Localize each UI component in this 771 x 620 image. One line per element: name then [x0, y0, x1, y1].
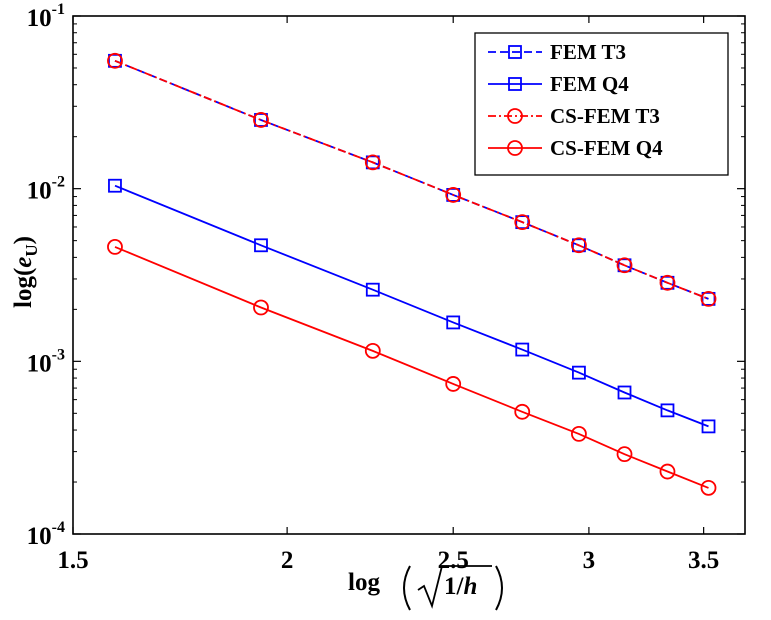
x-axis-label: log 1/h — [348, 565, 503, 611]
data-point-fem-q4 — [515, 342, 530, 357]
data-point-fem-q4 — [365, 282, 380, 297]
legend-marker — [508, 77, 522, 91]
plot-frame — [72, 15, 746, 535]
data-point-cs-fem-q4 — [364, 342, 381, 359]
y-tick-exponent: -4 — [52, 519, 65, 536]
x-tick-label: 3.5 — [688, 547, 719, 574]
x-label-left-paren — [403, 565, 411, 611]
y-axis-label: log(eU) — [10, 236, 41, 308]
series-fem-q4 — [108, 178, 716, 434]
legend-label: CS-FEM Q4 — [550, 136, 663, 160]
legend-entry-fem-t3: FEM T3 — [488, 40, 626, 64]
legend-box — [474, 32, 729, 176]
y-tick-label: 10-4 — [27, 519, 65, 550]
legend: FEM T3 FEM Q4 CS-FEM T3 CS-FEM Q4 — [474, 32, 729, 176]
legend-marker — [507, 140, 523, 156]
data-point-cs-fem-t3 — [700, 290, 717, 307]
data-point-fem-q4 — [108, 178, 122, 193]
y-tick-base: 10 — [27, 5, 52, 32]
legend-entry-fem-q4: FEM Q4 — [488, 72, 629, 96]
y-tick-exponent: -1 — [52, 1, 65, 18]
data-point-fem-t3 — [446, 188, 461, 202]
legend-label: FEM T3 — [550, 40, 626, 64]
data-point-cs-fem-q4 — [616, 446, 633, 463]
x-tick-label: 2.5 — [438, 547, 469, 574]
data-point-fem-q4 — [446, 315, 461, 330]
data-point-fem-t3 — [660, 275, 675, 290]
legend-label: CS-FEM T3 — [550, 104, 660, 128]
x-label-radical — [417, 565, 492, 609]
y-label-sub: U — [22, 244, 41, 256]
series-line-fem-q4 — [114, 184, 709, 428]
series-line-cs-fem-t3 — [114, 59, 709, 300]
legend-marker — [507, 108, 523, 124]
y-tick-base: 10 — [27, 178, 52, 205]
data-point-cs-fem-q4 — [445, 376, 462, 392]
legend-entry-cs-fem-t3: CS-FEM T3 — [488, 104, 660, 128]
data-point-cs-fem-q4 — [107, 238, 123, 255]
data-point-cs-fem-t3 — [253, 112, 269, 128]
data-point-fem-t3 — [515, 215, 530, 230]
legend-marker — [508, 45, 522, 59]
y-tick-exponent: -2 — [52, 174, 65, 191]
data-point-cs-fem-q4 — [514, 403, 531, 420]
data-point-fem-t3 — [572, 238, 586, 253]
x-tick-label: 3 — [583, 547, 596, 574]
series-line-cs-fem-q4 — [114, 246, 709, 489]
data-point-fem-t3 — [617, 258, 632, 273]
y-tick-base: 10 — [27, 350, 52, 377]
data-point-cs-fem-t3 — [107, 52, 123, 69]
data-point-cs-fem-q4 — [700, 479, 717, 496]
y-label-var: e — [10, 257, 37, 268]
y-tick-exponent: -3 — [52, 346, 65, 363]
data-point-cs-fem-q4 — [253, 299, 269, 316]
x-tick-label: 1.5 — [57, 547, 88, 574]
data-point-fem-q4 — [660, 403, 675, 418]
data-point-fem-q4 — [572, 365, 586, 380]
data-point-fem-t3 — [365, 155, 380, 170]
data-point-fem-t3 — [108, 53, 122, 68]
series-cs-fem-q4 — [107, 238, 717, 496]
data-point-cs-fem-t3 — [616, 257, 633, 274]
x-label-prefix: log — [348, 569, 380, 596]
data-point-cs-fem-q4 — [659, 463, 676, 480]
data-point-fem-t3 — [254, 113, 268, 127]
x-label-radicand: 1/h — [444, 573, 477, 600]
data-point-cs-fem-t3 — [364, 154, 381, 171]
y-label-suffix: ) — [10, 236, 37, 244]
legend-label: FEM Q4 — [550, 72, 629, 96]
data-point-cs-fem-t3 — [514, 214, 531, 231]
y-tick-label: 10-2 — [27, 174, 65, 205]
data-point-fem-t3 — [701, 291, 716, 306]
x-label-right-paren — [495, 565, 503, 611]
legend-entry-cs-fem-q4: CS-FEM Q4 — [488, 136, 663, 160]
y-tick-label: 10-3 — [27, 346, 65, 377]
data-point-fem-q4 — [617, 385, 632, 400]
data-point-fem-q4 — [254, 238, 268, 253]
y-tick-label: 10-1 — [27, 1, 65, 32]
x-label-var: h — [463, 573, 477, 600]
data-point-cs-fem-t3 — [571, 237, 587, 254]
y-label-prefix: log( — [10, 268, 37, 308]
data-point-cs-fem-t3 — [659, 274, 676, 291]
series-cs-fem-t3 — [107, 52, 717, 307]
x-tick-label: 2 — [281, 547, 294, 574]
data-point-cs-fem-t3 — [445, 187, 462, 203]
data-point-fem-q4 — [701, 419, 716, 434]
y-tick-base: 10 — [27, 523, 52, 550]
data-point-cs-fem-q4 — [571, 425, 587, 442]
x-label-radicand-num: 1/ — [444, 573, 465, 600]
